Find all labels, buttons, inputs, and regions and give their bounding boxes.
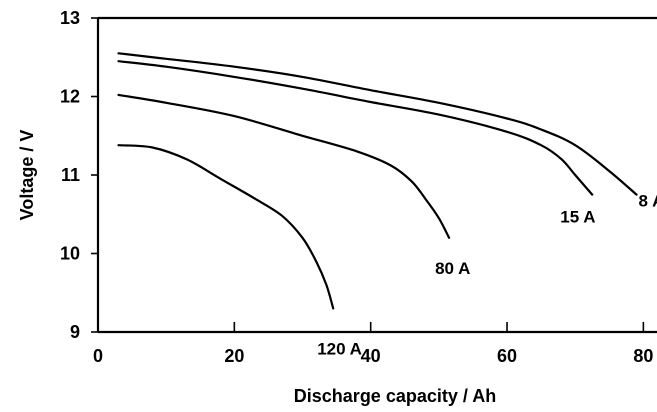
curve-8a	[117, 52, 638, 196]
x-ticks: 0 20 40 60 80	[93, 322, 653, 366]
curve-label-80a: 80 A	[435, 259, 470, 278]
x-tick-label: 20	[224, 346, 244, 366]
x-axis-title: Discharge capacity / Ah	[294, 386, 496, 406]
curve-80a	[117, 93, 451, 239]
plot-frame	[96, 16, 657, 334]
curves	[117, 52, 638, 310]
curve-15a	[117, 60, 594, 196]
x-tick-label: 60	[497, 346, 517, 366]
y-tick-label: 13	[60, 8, 80, 28]
y-ticks: 9 10 11 12 13	[60, 8, 98, 342]
x-tick-label: 80	[633, 346, 653, 366]
y-tick-label: 10	[60, 244, 80, 264]
curve-labels: 8 A 15 A 80 A 120 A	[317, 192, 657, 359]
curve-label-120a: 120 A	[317, 339, 362, 358]
curve-label-8a: 8 A	[639, 192, 657, 211]
y-axis-title: Voltage / V	[17, 130, 37, 221]
y-tick-label: 11	[61, 165, 80, 185]
x-tick-label: 0	[93, 346, 103, 366]
y-tick-label: 9	[70, 322, 80, 342]
curve-label-15a: 15 A	[560, 208, 595, 227]
x-tick-label: 40	[361, 346, 381, 366]
y-tick-label: 12	[60, 87, 80, 107]
curve-120a	[117, 144, 335, 310]
